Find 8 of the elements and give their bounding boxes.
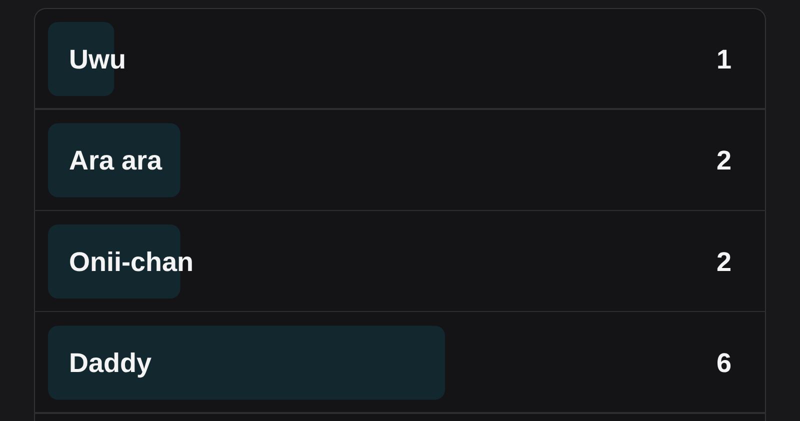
data-label: 6 [716, 348, 732, 378]
y-tick-label: Uwu [69, 44, 126, 74]
y-tick-label: Ara ara [69, 146, 164, 176]
data-label: 1 [716, 44, 732, 74]
y-tick-label: Daddy [69, 348, 152, 378]
data-label: 2 [716, 246, 732, 277]
y-tick-label: Onii-chan [69, 246, 194, 277]
data-label: 2 [716, 146, 732, 176]
